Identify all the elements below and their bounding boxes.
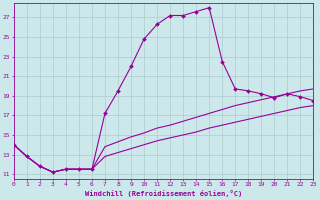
- X-axis label: Windchill (Refroidissement éolien,°C): Windchill (Refroidissement éolien,°C): [85, 190, 242, 197]
